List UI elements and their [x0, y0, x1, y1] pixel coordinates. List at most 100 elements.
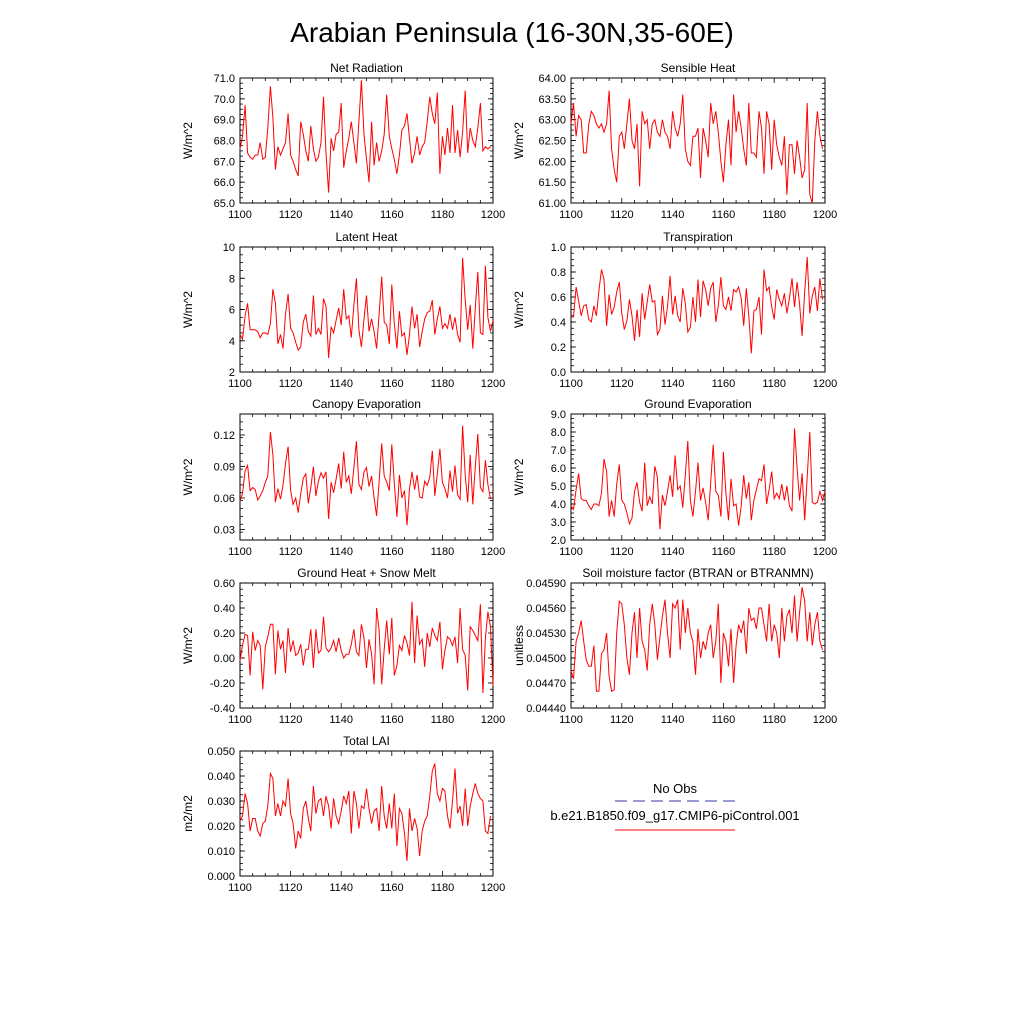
x-tick-label: 1160	[380, 714, 404, 726]
x-tick-label: 1120	[610, 378, 634, 390]
x-tick-label: 1100	[559, 209, 583, 221]
y-tick-label: 5.0	[551, 481, 566, 493]
panel-title: Canopy Evaporation	[312, 397, 421, 411]
y-tick-label: 64.00	[538, 73, 566, 85]
x-tick-label: 1180	[431, 546, 455, 558]
x-tick-label: 1160	[712, 714, 736, 726]
plot-frame	[570, 413, 826, 541]
y-tick-label: 62.00	[538, 156, 566, 168]
series-line	[239, 763, 491, 862]
x-tick-label: 1100	[559, 378, 583, 390]
y-tick-label: 8	[229, 273, 235, 285]
plot-frame	[570, 582, 826, 709]
y-tick-label: 1.0	[551, 242, 566, 254]
legend: No Obs b.e21.B1850.f09_g17.CMIP6-piContr…	[550, 781, 800, 831]
y-axis-label: unitless	[512, 625, 526, 666]
y-tick-label: 0.6	[551, 292, 566, 304]
series-line	[571, 256, 823, 354]
panel-title: Net Radiation	[330, 61, 403, 75]
y-tick-label: 0.8	[551, 267, 566, 279]
x-tick-label: 1120	[279, 378, 303, 390]
y-tick-label: 8.0	[551, 427, 566, 439]
y-tick-label: 0.60	[214, 578, 235, 590]
series-line	[239, 425, 491, 526]
x-tick-label: 1100	[559, 546, 583, 558]
x-tick-label: 1100	[228, 714, 252, 726]
x-tick-label: 1120	[610, 714, 634, 726]
panel-title: Sensible Heat	[661, 61, 736, 75]
y-tick-label: 0.04560	[526, 603, 566, 615]
x-tick-label: 1160	[380, 209, 404, 221]
y-tick-label: 0.20	[214, 628, 235, 640]
y-tick-label: 6	[229, 305, 235, 317]
x-tick-label: 1140	[661, 546, 685, 558]
y-tick-label: 0.12	[214, 430, 235, 442]
y-tick-label: 0.000	[207, 871, 235, 883]
x-tick-label: 1180	[431, 882, 455, 894]
x-tick-label: 1160	[712, 209, 736, 221]
x-tick-label: 1120	[279, 714, 303, 726]
y-tick-label: 63.50	[538, 94, 566, 106]
y-tick-label: 0.03	[214, 525, 235, 537]
legend-obs-label: No Obs	[653, 781, 698, 796]
x-tick-label: 1180	[762, 378, 786, 390]
x-tick-label: 1140	[661, 209, 685, 221]
panel-title: Soil moisture factor (BTRAN or BTRANMN)	[582, 566, 813, 580]
x-tick-label: 1180	[762, 714, 786, 726]
x-tick-label: 1200	[813, 209, 837, 221]
x-tick-label: 1160	[380, 546, 404, 558]
x-tick-label: 1200	[813, 378, 837, 390]
series-line	[570, 587, 823, 693]
y-tick-label: 10	[223, 242, 235, 254]
y-tick-label: 0.04500	[526, 653, 566, 665]
panel-6: Ground Evaporation W/m^2 1100 1120 1140 1160 1…	[512, 397, 837, 558]
x-tick-label: 1100	[228, 378, 252, 390]
x-tick-label: 1100	[559, 714, 583, 726]
x-tick-label: 1140	[661, 378, 685, 390]
x-tick-label: 1200	[813, 546, 837, 558]
y-axis-label: W/m^2	[181, 458, 195, 495]
x-tick-label: 1180	[431, 714, 455, 726]
y-tick-label: 61.00	[538, 198, 566, 210]
x-tick-label: 1120	[279, 546, 303, 558]
y-tick-label: 2.0	[551, 535, 566, 547]
y-tick-label: 2	[229, 367, 235, 379]
y-tick-label: 0.04470	[526, 678, 566, 690]
y-tick-label: 62.50	[538, 136, 566, 148]
y-tick-label: 0.020	[207, 821, 235, 833]
y-tick-label: 9.0	[551, 409, 566, 421]
y-tick-label: 0.030	[207, 796, 235, 808]
x-tick-label: 1140	[329, 882, 353, 894]
panel-4: Transpiration W/m^2 1100 1120 1140 1160 1180 12…	[512, 230, 837, 390]
y-tick-label: 0.050	[207, 746, 235, 758]
series-line	[570, 428, 826, 530]
x-tick-label: 1200	[481, 378, 505, 390]
y-tick-label: 0.2	[551, 342, 566, 354]
panel-9: Total LAI m2/m2 1100 1120 1140 1160 1180 1200 0.…	[181, 734, 505, 894]
y-tick-label: 0.4	[551, 317, 566, 329]
y-tick-label: 67.0	[214, 156, 235, 168]
panel-title: Ground Evaporation	[644, 397, 751, 411]
y-tick-label: 71.0	[214, 73, 235, 85]
x-tick-label: 1200	[481, 714, 505, 726]
x-tick-label: 1140	[329, 546, 353, 558]
y-tick-label: 63.00	[538, 115, 566, 127]
y-tick-label: 0.010	[207, 846, 235, 858]
x-tick-label: 1200	[481, 882, 505, 894]
y-tick-label: 0.09	[214, 462, 235, 474]
panel-title: Ground Heat + Snow Melt	[297, 566, 436, 580]
y-tick-label: 4	[229, 336, 235, 348]
y-axis-label: W/m^2	[512, 458, 526, 495]
y-tick-label: 0.04440	[526, 703, 566, 715]
x-tick-label: 1120	[610, 546, 634, 558]
x-tick-label: 1200	[481, 209, 505, 221]
y-axis-label: m2/m2	[181, 795, 195, 832]
y-tick-label: -0.20	[210, 678, 235, 690]
x-tick-label: 1100	[228, 546, 252, 558]
series-line	[239, 80, 491, 193]
y-tick-label: 0.0	[551, 367, 566, 379]
series-line	[239, 257, 494, 358]
x-tick-label: 1100	[228, 882, 252, 894]
x-tick-label: 1140	[329, 209, 353, 221]
